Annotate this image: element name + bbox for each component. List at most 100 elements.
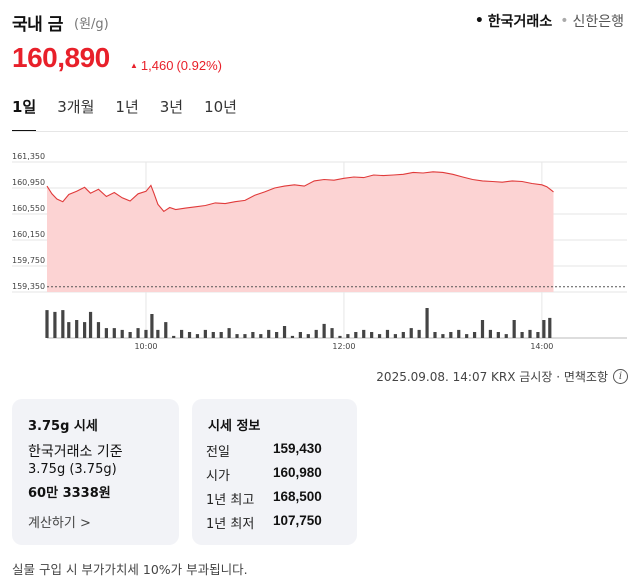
current-price: 160,890	[12, 42, 110, 73]
change-percent: (0.92%)	[176, 58, 222, 73]
source-krx[interactable]: • 한국거래소	[475, 11, 552, 31]
volume-bar	[75, 320, 79, 338]
volume-bar	[330, 328, 334, 338]
volume-bar	[172, 335, 176, 338]
info-value: 168,500	[273, 489, 322, 504]
y-tick-label: 159,350	[12, 282, 45, 291]
change-amount: 1,460	[140, 58, 174, 73]
calculate-link[interactable]: 계산하기 >	[28, 516, 91, 531]
volume-bar	[211, 332, 215, 338]
y-tick-label: 160,550	[12, 204, 45, 213]
volume-bar	[354, 332, 358, 338]
volume-bar	[542, 320, 546, 338]
volume-bar	[488, 329, 493, 338]
volume-bar	[282, 326, 287, 338]
volume-bar	[156, 329, 160, 338]
vat-footnote: 실물 구입 시 부가가치세 10%가 부과됩니다.	[12, 562, 248, 577]
price-chart[interactable]: 161,350 160,950 160,550 160,150 159,750 159,3…	[0, 150, 640, 360]
unit-price-card-title: 3.75g 시세	[28, 419, 98, 434]
volume-bar	[290, 335, 295, 338]
volume-bar	[164, 322, 168, 338]
volume-bar	[512, 320, 516, 338]
tabs-divider	[12, 131, 628, 132]
x-axis-labels: 10:00 12:00 14:00	[134, 342, 553, 351]
price-info-card: 시세 정보 전일 159,430 시가 160,980 1년 최고 168,50…	[192, 399, 357, 545]
unit-price-value: 60만 3338원	[28, 486, 111, 501]
info-icon[interactable]: i	[613, 369, 628, 384]
y-axis-labels: 161,350 160,950 160,550 160,150 159,750 159,3…	[12, 152, 45, 291]
volume-bar	[243, 334, 247, 338]
info-label: 시가	[206, 469, 230, 484]
volume-bar	[144, 329, 148, 338]
x-tick-label: 10:00	[134, 342, 157, 351]
y-tick-label: 160,150	[12, 230, 45, 239]
unit-price-weight: 3.75g (3.75g)	[28, 462, 117, 477]
volume-bar	[433, 332, 437, 338]
volume-bar	[520, 332, 524, 338]
info-label: 1년 최저	[206, 517, 255, 532]
tab-1d[interactable]: 1일	[12, 96, 37, 132]
tab-3y[interactable]: 3년	[159, 98, 184, 116]
volume-bar	[259, 334, 263, 338]
up-arrow-icon: ▲	[130, 61, 138, 70]
volume-bar	[203, 329, 207, 338]
volume-bar	[104, 328, 108, 338]
source-krx-label: 한국거래소	[487, 14, 553, 30]
volume-bar	[195, 334, 200, 338]
volume-bar	[401, 332, 405, 338]
header: 국내 금 (원/g) • 한국거래소 • 신한은행	[12, 8, 628, 36]
volume-bars	[45, 308, 552, 338]
volume-bar	[338, 335, 342, 338]
info-value: 160,980	[273, 465, 322, 480]
volume-bar	[536, 332, 540, 338]
unit-label: (원/g)	[74, 17, 109, 32]
source-selector: • 한국거래소 • 신한은행	[475, 11, 624, 31]
volume-bar	[377, 334, 382, 338]
volume-bar	[180, 329, 184, 338]
y-tick-label: 160,950	[12, 178, 45, 187]
tab-10y[interactable]: 10년	[204, 98, 237, 116]
tab-1y[interactable]: 1년	[115, 98, 139, 116]
info-value: 107,750	[273, 513, 322, 528]
volume-bar	[45, 310, 49, 338]
tab-3m[interactable]: 3개월	[57, 98, 95, 116]
volume-bar	[219, 332, 223, 338]
volume-bar	[298, 332, 302, 338]
volume-bar	[61, 310, 65, 338]
price-line	[46, 171, 554, 213]
volume-bar	[370, 332, 374, 338]
period-tabs: 1일 3개월 1년 3년 10년	[12, 96, 258, 132]
volume-bar	[128, 332, 132, 338]
volume-bar	[67, 322, 71, 338]
source-shinhan[interactable]: • 신한은행	[560, 11, 624, 31]
info-value: 159,430	[273, 441, 322, 456]
volume-bar	[235, 334, 239, 338]
volume-bar	[150, 314, 154, 338]
info-label: 전일	[206, 445, 230, 460]
volume-bar	[385, 329, 390, 338]
volume-bar	[53, 311, 57, 338]
volume-bar	[449, 332, 453, 338]
y-tick-label: 161,350	[12, 152, 45, 161]
volume-bar	[457, 329, 461, 338]
volume-bar	[472, 332, 477, 338]
volume-bar	[528, 329, 532, 338]
volume-bar	[251, 332, 255, 338]
unit-price-card: 3.75g 시세 한국거래소 기준 3.75g (3.75g) 60만 3338…	[12, 399, 179, 545]
inactive-dot-icon: •	[560, 13, 569, 29]
volume-bar	[187, 332, 192, 338]
x-tick-label: 12:00	[332, 342, 355, 351]
volume-bar	[306, 334, 310, 338]
volume-bar	[417, 329, 421, 338]
volume-bar	[275, 332, 279, 338]
volume-bar	[465, 334, 469, 338]
y-tick-label: 159,750	[12, 256, 45, 265]
volume-bar	[409, 328, 413, 338]
volume-bar	[267, 329, 271, 338]
volume-bar	[441, 334, 445, 338]
page-title: 국내 금	[12, 15, 63, 35]
volume-bar	[112, 328, 116, 338]
volume-bar	[504, 334, 508, 338]
volume-bar	[227, 328, 231, 338]
price-change: ▲ 1,460 (0.92%)	[130, 58, 222, 73]
